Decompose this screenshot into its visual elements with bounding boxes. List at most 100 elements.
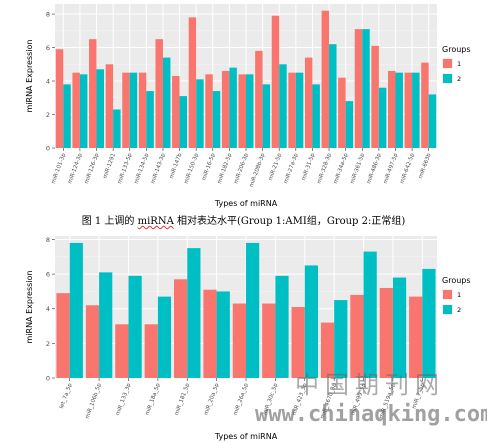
bar-series-1 (122, 72, 130, 148)
bar-series-2 (187, 248, 201, 378)
bar-series-1 (55, 49, 64, 148)
x-tick-label: miR-486-3p (366, 152, 383, 185)
x-tick-label: miR-133-5p (117, 152, 134, 185)
bar-series-1 (115, 324, 129, 378)
bar-series-2 (422, 268, 436, 378)
x-tick-label: miR_30c_5p (262, 382, 279, 416)
bar-series-2 (428, 94, 437, 148)
bar-series-2 (378, 87, 387, 148)
x-tick-label: miR-328-3p (316, 152, 333, 185)
bar-series-2 (229, 67, 237, 148)
bar-series-2 (79, 74, 88, 148)
bar-series-1 (304, 57, 313, 149)
y-tick-label: 6 (46, 44, 50, 52)
y-tick-label: 6 (46, 271, 50, 279)
bar-series-2 (279, 64, 287, 148)
x-axis-title: Types of miRNA (214, 199, 278, 208)
bar-series-2 (295, 72, 304, 148)
y-tick-label: 8 (46, 11, 50, 19)
x-tick-label: miR-1291 (102, 153, 117, 180)
y-tick-label: 4 (46, 305, 50, 313)
legend-label-1: 1 (457, 291, 461, 299)
bar-series-1 (238, 74, 246, 148)
bar-series-2 (69, 242, 83, 378)
y-tick-label: 0 (46, 375, 50, 383)
bar-series-1 (421, 62, 429, 148)
legend-title: Groups (442, 276, 471, 285)
x-tick-label: miR-101-3p (51, 152, 68, 185)
bar-series-1 (188, 17, 197, 148)
bar-series-1 (105, 64, 114, 148)
y-tick-label: 0 (46, 145, 50, 153)
x-tick-label: miR-642-5p (399, 152, 416, 185)
bar-series-1 (321, 10, 330, 148)
bar-series-1 (203, 289, 217, 378)
y-axis-title: miRNA Expression (25, 271, 34, 344)
bar-series-2 (275, 275, 289, 378)
bar-series-2 (162, 57, 171, 149)
legend-title: Groups (442, 45, 471, 54)
bar-series-2 (329, 44, 337, 148)
legend-key-2 (443, 74, 452, 83)
x-tick-label: miR-21-5p (268, 152, 284, 181)
x-tick-label: miR_499_5p (350, 382, 367, 416)
x-tick-label: miR_7_5p (411, 382, 426, 410)
y-tick-label: 8 (46, 236, 50, 244)
x-tick-label: miR-147b (169, 152, 184, 179)
bar-series-1 (262, 303, 276, 378)
y-tick-label: 2 (46, 340, 50, 348)
bar-series-2 (412, 72, 420, 148)
bar-series-1 (379, 287, 393, 378)
bar-series-2 (128, 275, 142, 378)
y-tick-label: 2 (46, 111, 50, 119)
bar-series-1 (350, 294, 364, 378)
x-tick-label: miR_26a_5p (233, 382, 250, 416)
x-tick-label: miR-31-5p (301, 152, 317, 181)
bar-series-1 (404, 72, 413, 148)
bar-series-1 (138, 72, 147, 148)
bar-series-2 (96, 69, 104, 148)
bar-series-1 (205, 74, 213, 148)
x-tick-label: miR-182-5p (217, 152, 234, 185)
x-tick-label: miR-208b-3p (249, 152, 267, 188)
bar-series-2 (99, 272, 113, 378)
bar-series-1 (221, 70, 230, 148)
bar-series-1 (85, 305, 100, 378)
x-tick-label: miR_18a_5p (145, 382, 162, 416)
bar-series-1 (354, 29, 363, 148)
bar-series-1 (409, 296, 423, 378)
x-tick-label: miR-150-3p (183, 152, 200, 185)
x-tick-label: miR_106b_5p (85, 382, 104, 419)
caption-prefix: 图 1 上调的 (81, 216, 138, 227)
x-tick-label: miR-126-3p (84, 152, 101, 185)
bar-series-2 (216, 291, 230, 378)
bar-series-2 (363, 251, 377, 378)
bar-series-1 (172, 76, 180, 148)
y-axis-title: miRNA Expression (25, 40, 34, 113)
x-tick-label: miR_20a_5p (203, 382, 220, 416)
x-tick-label: miR-134-5p (134, 152, 151, 185)
bar-series-2 (196, 79, 204, 148)
bar-series-2 (129, 72, 138, 148)
bar-series-2 (392, 277, 407, 378)
bar-series-1 (291, 307, 305, 378)
x-tick-label: miR-143-3p (150, 152, 167, 185)
bar-series-2 (113, 109, 121, 148)
bar-series-1 (288, 72, 296, 148)
x-tick-label: miR-361-5p (350, 152, 367, 185)
bar-series-2 (362, 29, 370, 148)
legend-key-2 (443, 305, 452, 314)
x-tick-label: miR-16-5p (201, 152, 217, 181)
bar-series-1 (56, 293, 70, 378)
x-tick-label: miR-27a-3p (283, 152, 300, 184)
legend-label-1: 1 (457, 60, 461, 68)
bar-series-2 (246, 242, 260, 378)
figure-caption: 图 1 上调的 miRNA 相对表达水平(Group 1:AMI组，Group … (0, 212, 487, 230)
x-tick-label: miR-497-5p (383, 152, 400, 185)
x-tick-label: miR_181_5p (174, 382, 191, 416)
x-tick-label: miR-663b (418, 152, 433, 179)
x-tick-label: miR-34a-5p (333, 152, 350, 184)
legend-key-1 (443, 59, 452, 68)
y-tick-label: 4 (46, 78, 50, 86)
legend-label-2: 2 (457, 306, 461, 314)
